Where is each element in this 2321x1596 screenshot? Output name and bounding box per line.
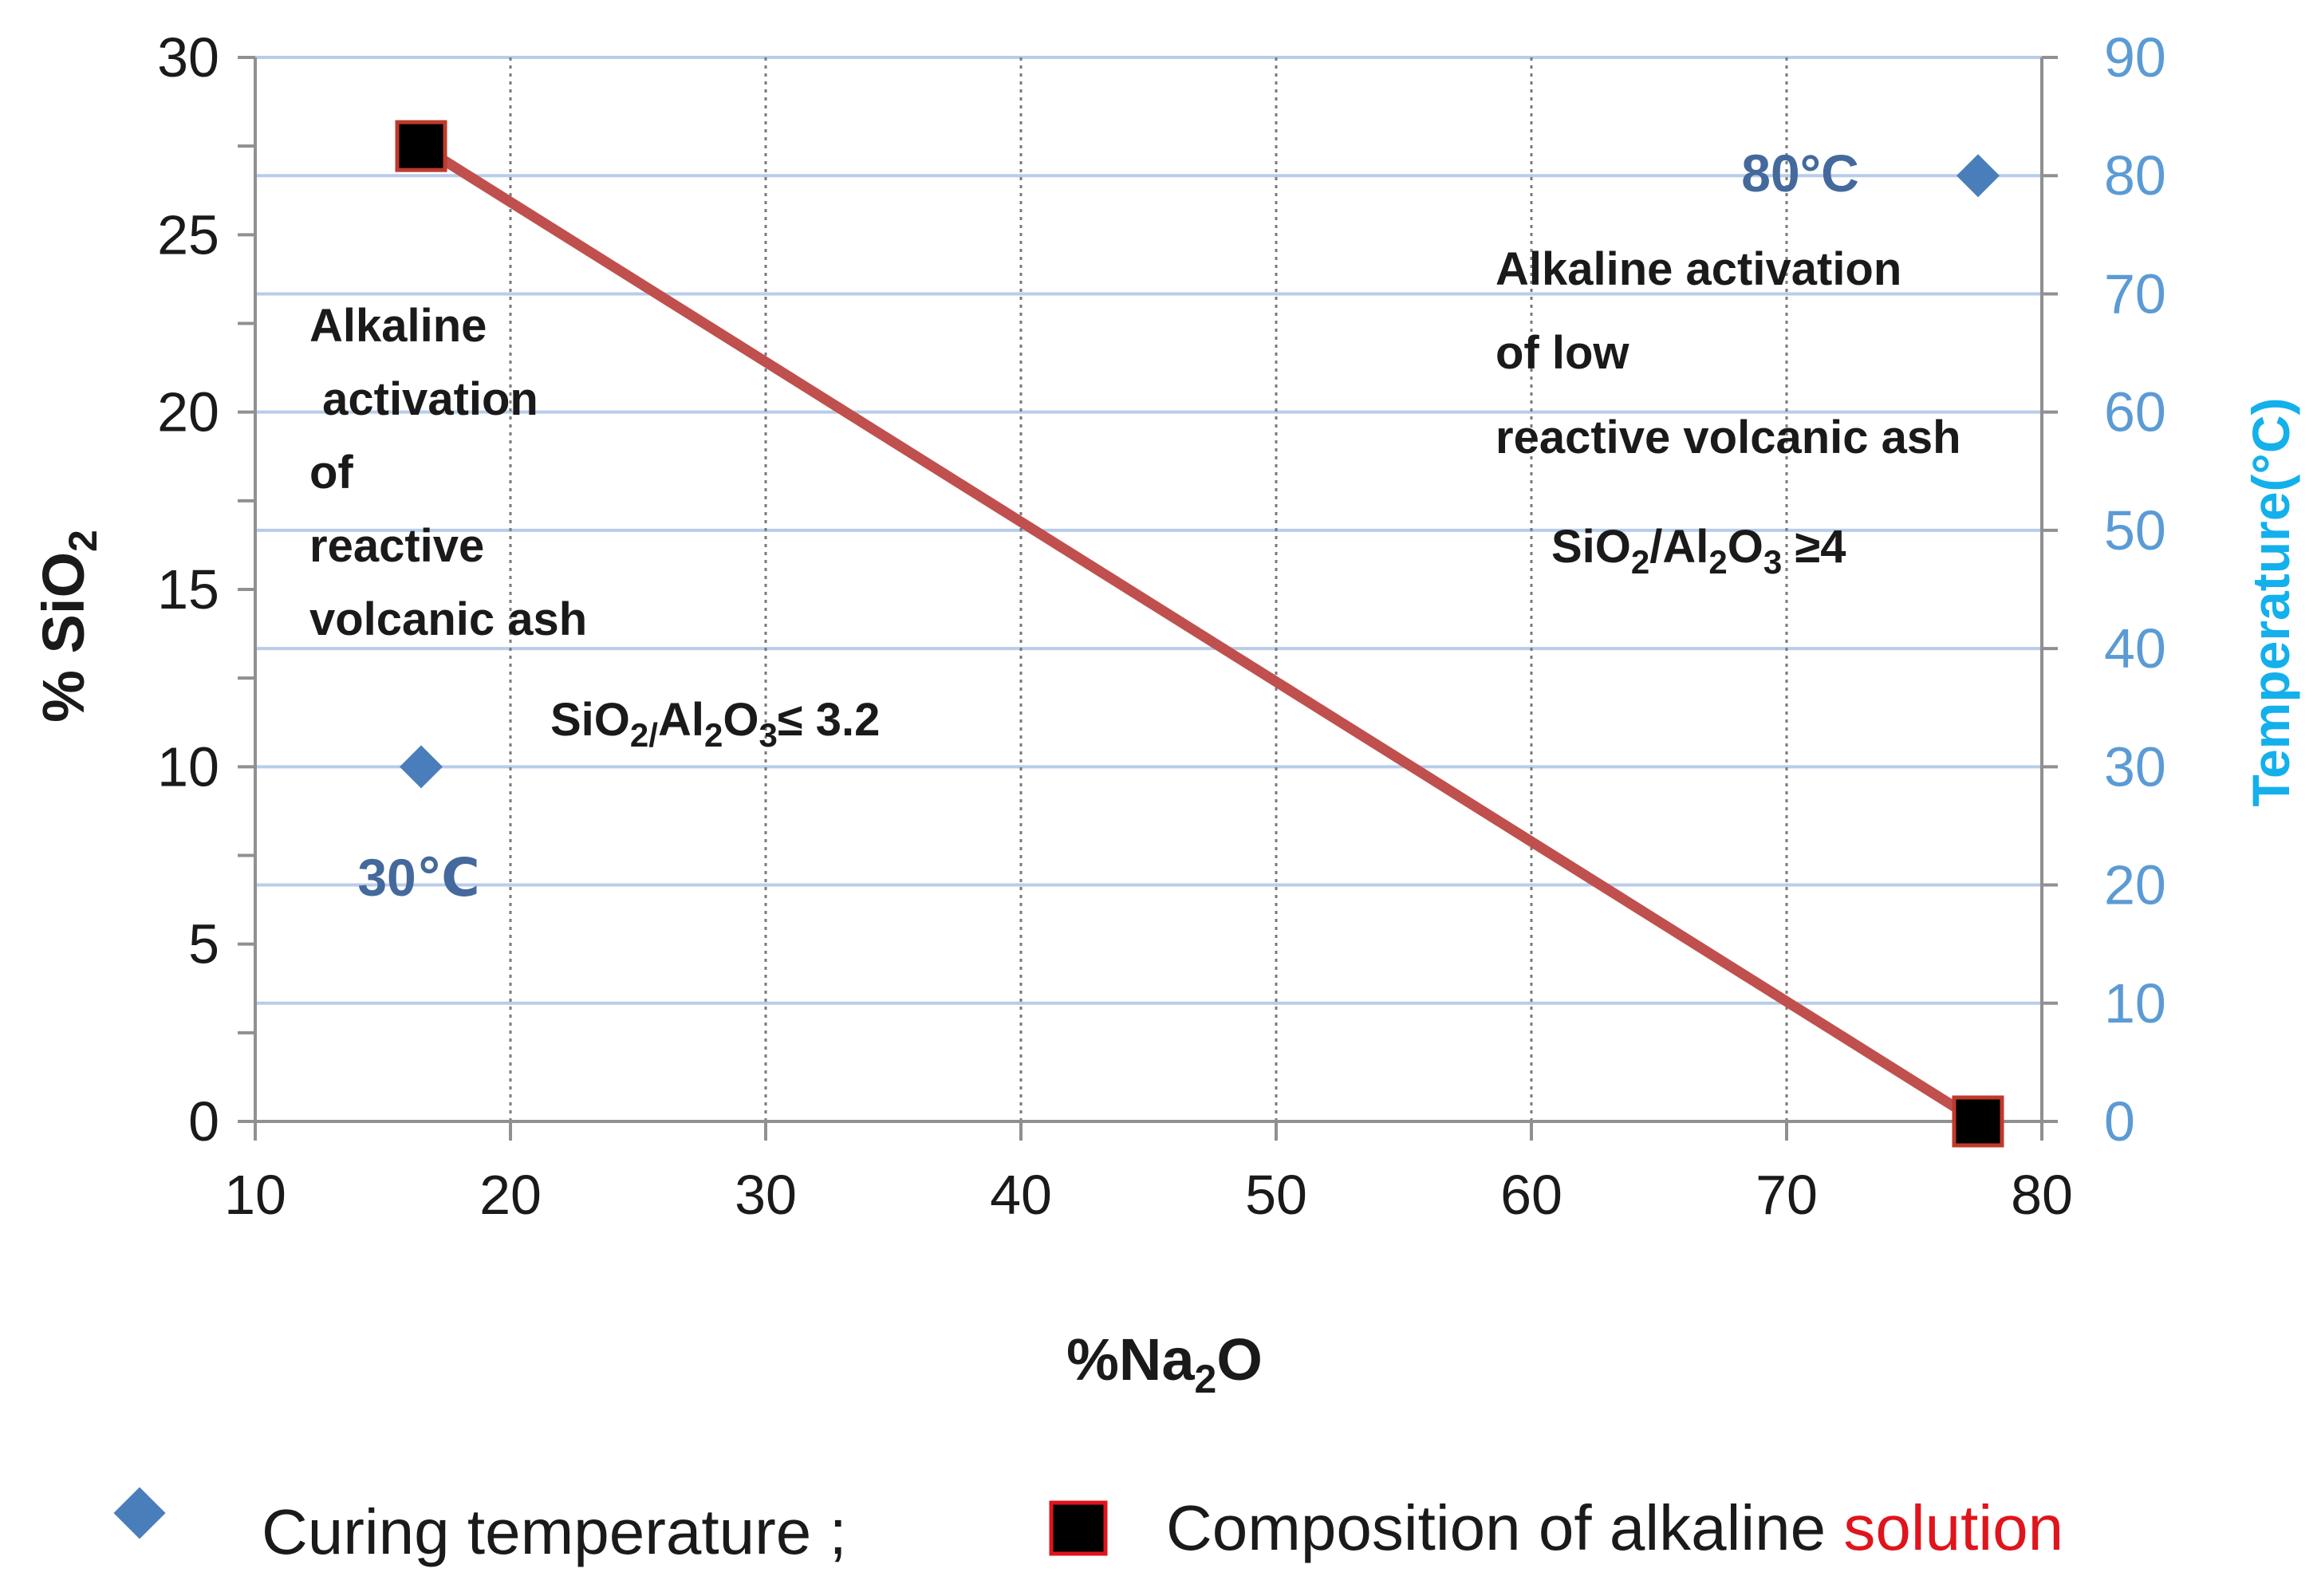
x-tick-label: 80 bbox=[2011, 1164, 2073, 1226]
left-annotation: Alkaline activation of reactive volcanic… bbox=[309, 300, 587, 645]
y-right-tick-label: 0 bbox=[2104, 1090, 2135, 1153]
left-annotation-line: Alkaline bbox=[309, 300, 487, 352]
legend-item-composition: Composition of alkaline solution bbox=[1166, 1492, 2063, 1563]
composition-point bbox=[395, 120, 447, 172]
left-annotation-line: reactive bbox=[309, 520, 484, 572]
right-annotation: Alkaline activation of low reactive volc… bbox=[1495, 243, 1961, 463]
y-axis-right-title: Temperature(°C) bbox=[2241, 398, 2300, 807]
y-left-tick-label: 0 bbox=[188, 1090, 219, 1153]
left-annotation-line: volcanic ash bbox=[309, 593, 587, 645]
y-right-tick-label: 30 bbox=[2104, 735, 2166, 798]
y-right-tick-label: 80 bbox=[2104, 144, 2166, 207]
y-axis-left-title: % SiO2 bbox=[30, 530, 105, 723]
x-tick-label: 50 bbox=[1245, 1164, 1307, 1226]
y-right-tick-label: 20 bbox=[2104, 854, 2166, 916]
y-left-tick-label: 15 bbox=[157, 558, 219, 621]
x-tick-label: 30 bbox=[735, 1164, 797, 1226]
x-axis-title: %Na2O bbox=[1066, 1326, 1263, 1401]
x-ticks: 10 20 30 40 50 60 70 80 bbox=[224, 1121, 2073, 1226]
x-tick-label: 70 bbox=[1756, 1164, 1818, 1226]
legend-diamond-icon bbox=[113, 1487, 166, 1539]
right-annotation-line: of low bbox=[1495, 327, 1629, 379]
grid bbox=[255, 56, 2042, 1121]
y-right-tick-label: 90 bbox=[2104, 26, 2166, 89]
right-ratio: SiO2/Al2O3 ≥4 bbox=[1551, 521, 1846, 581]
y-left-tick-label: 30 bbox=[157, 26, 219, 89]
x-tick-label: 60 bbox=[1500, 1164, 1562, 1226]
composition-point bbox=[1952, 1095, 2004, 1148]
left-annotation-line: of bbox=[309, 447, 353, 499]
composition-line bbox=[418, 141, 1981, 1126]
series bbox=[395, 120, 2004, 1148]
axes bbox=[254, 57, 2043, 1123]
temp-high-label: 80°C bbox=[1741, 144, 1858, 203]
right-annotation-line: reactive volcanic ash bbox=[1495, 412, 1961, 463]
curing-temperature-point bbox=[400, 745, 443, 789]
temp-low-label: 30℃ bbox=[357, 848, 479, 907]
left-annotation-line: activation bbox=[309, 373, 538, 425]
x-tick-label: 10 bbox=[224, 1164, 286, 1226]
legend-square-icon bbox=[1049, 1500, 1108, 1556]
y-left-tick-label: 25 bbox=[157, 203, 219, 266]
y-left-tick-label: 20 bbox=[157, 381, 219, 443]
x-tick-label: 20 bbox=[479, 1164, 542, 1226]
legend-item-curing: Curing temperature ; bbox=[262, 1496, 847, 1567]
right-y-ticks: 0 10 20 30 40 50 60 70 80 90 bbox=[2042, 26, 2166, 1153]
y-right-tick-label: 10 bbox=[2104, 972, 2166, 1034]
x-tick-label: 40 bbox=[990, 1164, 1052, 1226]
y-right-tick-label: 40 bbox=[2104, 617, 2166, 680]
left-y-ticks: 0 5 10 15 20 25 30 bbox=[157, 26, 255, 1153]
y-right-tick-label: 60 bbox=[2104, 381, 2166, 443]
y-left-tick-label: 5 bbox=[188, 913, 219, 975]
left-ratio: SiO2/Al2O3≤ 3.2 bbox=[550, 694, 880, 754]
legend: Curing temperature ; Composition of alka… bbox=[113, 1487, 2063, 1567]
y-right-tick-label: 50 bbox=[2104, 499, 2166, 562]
curing-temperature-point bbox=[1956, 154, 2000, 198]
y-left-tick-label: 10 bbox=[157, 735, 219, 798]
y-right-tick-label: 70 bbox=[2104, 262, 2166, 325]
right-annotation-line: Alkaline activation bbox=[1495, 243, 1901, 295]
